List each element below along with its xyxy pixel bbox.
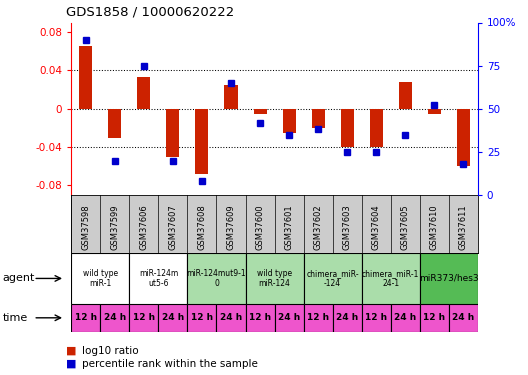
Text: wild type
miR-124: wild type miR-124 <box>257 269 292 288</box>
Bar <box>129 304 158 332</box>
Text: 24 h: 24 h <box>336 314 359 322</box>
Bar <box>420 304 449 332</box>
Bar <box>100 304 129 332</box>
Bar <box>137 77 150 109</box>
Text: percentile rank within the sample: percentile rank within the sample <box>82 359 258 369</box>
Bar <box>399 82 412 109</box>
Bar <box>195 109 209 174</box>
Bar <box>187 304 216 332</box>
Text: miR-124mut9-1
0: miR-124mut9-1 0 <box>187 269 246 288</box>
Bar <box>79 46 92 109</box>
Text: GSM37598: GSM37598 <box>81 205 90 250</box>
Bar <box>216 304 246 332</box>
Text: chimera_miR-1
24-1: chimera_miR-1 24-1 <box>362 269 419 288</box>
Bar <box>129 253 187 304</box>
Bar <box>282 109 296 133</box>
Text: GSM37609: GSM37609 <box>227 205 235 250</box>
Text: 12 h: 12 h <box>307 314 329 322</box>
Bar <box>304 304 333 332</box>
Bar <box>362 304 391 332</box>
Text: chimera_miR-
-124: chimera_miR- -124 <box>306 269 359 288</box>
Bar <box>71 304 100 332</box>
Text: time: time <box>3 313 28 323</box>
Text: 24 h: 24 h <box>452 314 475 322</box>
Text: 24 h: 24 h <box>394 314 417 322</box>
Bar <box>166 109 180 157</box>
Text: 24 h: 24 h <box>103 314 126 322</box>
Bar <box>391 304 420 332</box>
Bar <box>428 109 441 114</box>
Text: 12 h: 12 h <box>365 314 387 322</box>
Bar <box>457 109 470 166</box>
Bar <box>333 304 362 332</box>
Text: 24 h: 24 h <box>278 314 300 322</box>
Text: GSM37602: GSM37602 <box>314 205 323 250</box>
Bar <box>253 109 267 114</box>
Text: wild type
miR-1: wild type miR-1 <box>83 269 118 288</box>
Text: GSM37611: GSM37611 <box>459 205 468 250</box>
Text: 12 h: 12 h <box>249 314 271 322</box>
Bar <box>246 253 304 304</box>
Bar <box>158 304 187 332</box>
Text: GSM37603: GSM37603 <box>343 204 352 250</box>
Text: GSM37599: GSM37599 <box>110 205 119 250</box>
Text: ■: ■ <box>66 346 77 355</box>
Text: GDS1858 / 10000620222: GDS1858 / 10000620222 <box>66 6 234 19</box>
Text: miR-124m
ut5-6: miR-124m ut5-6 <box>139 269 178 288</box>
Bar <box>370 109 383 147</box>
Text: GSM37608: GSM37608 <box>197 204 206 250</box>
Text: miR373/hes3: miR373/hes3 <box>419 274 478 283</box>
Text: ■: ■ <box>66 359 77 369</box>
Text: GSM37600: GSM37600 <box>256 205 265 250</box>
Text: GSM37601: GSM37601 <box>285 205 294 250</box>
Bar <box>71 253 129 304</box>
Bar <box>187 253 246 304</box>
Bar <box>449 304 478 332</box>
Bar <box>312 109 325 128</box>
Text: GSM37607: GSM37607 <box>168 204 177 250</box>
Text: GSM37605: GSM37605 <box>401 205 410 250</box>
Bar <box>108 109 121 138</box>
Text: agent: agent <box>3 273 35 284</box>
Bar <box>304 253 362 304</box>
Bar <box>224 85 238 109</box>
Bar <box>362 253 420 304</box>
Bar <box>341 109 354 147</box>
Text: 24 h: 24 h <box>220 314 242 322</box>
Text: 12 h: 12 h <box>191 314 213 322</box>
Text: 12 h: 12 h <box>133 314 155 322</box>
Text: 12 h: 12 h <box>423 314 445 322</box>
Text: GSM37604: GSM37604 <box>372 205 381 250</box>
Bar <box>275 304 304 332</box>
Text: GSM37606: GSM37606 <box>139 204 148 250</box>
Text: 12 h: 12 h <box>75 314 97 322</box>
Bar <box>420 253 478 304</box>
Bar <box>246 304 275 332</box>
Text: GSM37610: GSM37610 <box>430 205 439 250</box>
Text: 24 h: 24 h <box>162 314 184 322</box>
Text: log10 ratio: log10 ratio <box>82 346 138 355</box>
